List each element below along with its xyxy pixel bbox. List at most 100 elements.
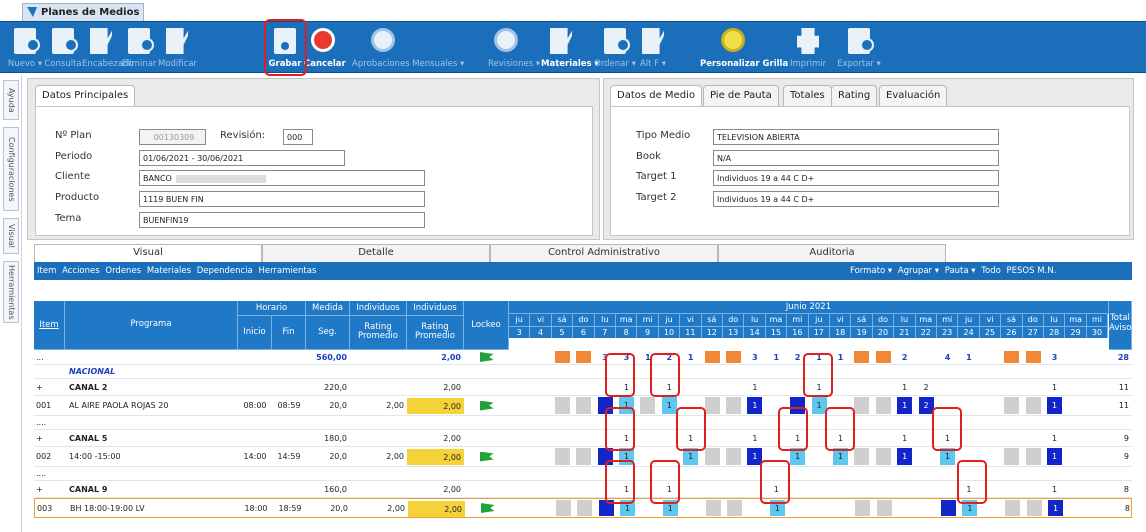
toolbar-button-altf[interactable]: Alt F ▾: [630, 22, 676, 74]
table-row[interactable]: + CANAL 5 180,0 2,00 1 1 1 1 1 1 1 1 9: [34, 430, 1132, 447]
day-cell[interactable]: 1: [966, 484, 972, 494]
day-number[interactable]: 4: [530, 326, 552, 338]
day-cell[interactable]: [876, 500, 892, 516]
day-cell[interactable]: 1: [645, 352, 651, 362]
col-fin[interactable]: Fin: [272, 316, 306, 350]
table-row[interactable]: 001 AL AIRE PAOLA ROJAS 20 08:00 08:59 20,0 2…: [34, 396, 1132, 416]
day-cell[interactable]: [554, 351, 570, 363]
table-row[interactable]: 002 14:00 -15:00 14:00 14:59 20,0 2,00 2,00 1 1 1…: [34, 447, 1132, 467]
producto-field[interactable]: 1119 BUEN FIN: [139, 191, 425, 207]
day-cell[interactable]: [640, 397, 656, 414]
tab-control-administrativo[interactable]: Control Administrativo: [490, 244, 718, 262]
day-cell[interactable]: [704, 351, 720, 363]
toolbar-button-ordenar[interactable]: Ordenar ▾: [594, 22, 636, 74]
day-number[interactable]: 27: [1022, 326, 1044, 338]
day-cell[interactable]: 1: [833, 448, 848, 465]
toolbar-button-materiales[interactable]: Materiales ▾: [541, 22, 599, 74]
day-cell[interactable]: [1025, 448, 1041, 465]
day-cell[interactable]: 3: [623, 352, 630, 362]
toolbar-button-exportar[interactable]: Exportar ▾: [836, 22, 882, 74]
day-cell[interactable]: 1: [902, 382, 908, 392]
day-number[interactable]: 11: [680, 326, 702, 338]
toolbar-button-nuevo[interactable]: Nuevo ▾: [6, 22, 44, 74]
day-cell[interactable]: 1: [752, 433, 758, 443]
day-cell[interactable]: 1: [688, 433, 694, 443]
day-cell[interactable]: [1025, 351, 1041, 363]
day-number[interactable]: 3: [509, 326, 531, 338]
day-cell[interactable]: 1: [620, 500, 635, 516]
day-cell[interactable]: 1: [837, 433, 844, 443]
day-cell[interactable]: 1: [962, 500, 978, 516]
day-cell[interactable]: 1: [902, 433, 908, 443]
table-row[interactable]: ....: [34, 467, 1132, 481]
day-number[interactable]: 19: [851, 326, 873, 338]
periodo-field[interactable]: 01/06/2021 - 30/06/2021: [139, 150, 345, 166]
day-cell[interactable]: 1: [966, 352, 972, 362]
day-cell[interactable]: 1: [897, 397, 913, 414]
day-number[interactable]: 22: [915, 326, 937, 338]
menu-todo[interactable]: Todo: [981, 266, 1001, 276]
day-cell[interactable]: [1004, 448, 1020, 465]
day-number[interactable]: 24: [958, 326, 980, 338]
side-tab-ayuda[interactable]: Ayuda: [3, 80, 19, 120]
toolbar-button-personalizargrilla[interactable]: Personalizar Grilla: [700, 22, 788, 74]
day-cell[interactable]: 4: [944, 352, 951, 362]
day-number[interactable]: 16: [787, 326, 809, 338]
tab-evaluacion[interactable]: Evaluación: [879, 85, 948, 106]
day-cell[interactable]: 1: [940, 448, 955, 465]
day-cell[interactable]: 2: [918, 397, 934, 414]
day-cell[interactable]: [598, 500, 614, 516]
day-number[interactable]: 21: [894, 326, 916, 338]
cliente-field[interactable]: BANCO: [139, 170, 425, 186]
day-cell[interactable]: 1: [795, 433, 801, 443]
day-cell[interactable]: [554, 448, 570, 465]
menu-materiales[interactable]: Materiales: [146, 266, 192, 276]
day-number[interactable]: 9: [637, 326, 659, 338]
day-cell[interactable]: 2: [901, 352, 908, 362]
toolbar-button-cancelar[interactable]: Cancelar: [304, 22, 346, 74]
tab-datos-principales[interactable]: Datos Principales: [35, 85, 136, 106]
day-cell[interactable]: 1: [944, 433, 951, 443]
tab-pie-de-pauta[interactable]: Pie de Pauta: [703, 85, 779, 106]
tab-visual[interactable]: Visual: [34, 244, 262, 262]
day-cell[interactable]: 3: [1051, 352, 1058, 362]
day-cell[interactable]: [1005, 500, 1021, 516]
tab-totales[interactable]: Totales: [783, 85, 832, 106]
day-cell[interactable]: [854, 448, 870, 465]
day-cell[interactable]: [576, 351, 592, 363]
day-cell[interactable]: [704, 397, 720, 414]
day-cell[interactable]: 1: [747, 448, 763, 465]
day-number[interactable]: 25: [979, 326, 1002, 338]
day-cell[interactable]: [576, 397, 592, 414]
toolbar-button-eliminar[interactable]: Eliminar: [120, 22, 158, 74]
col-rating-promedio-1[interactable]: Rating Promedio: [350, 316, 407, 350]
day-cell[interactable]: 1: [897, 448, 913, 465]
day-cell[interactable]: [1025, 397, 1041, 414]
table-row[interactable]: + CANAL 2 220,0 2,00 1 1 1 1 1 2 1 11: [34, 379, 1132, 396]
day-number[interactable]: 30: [1086, 326, 1109, 338]
day-cell[interactable]: [875, 351, 891, 363]
tab-rating[interactable]: Rating: [831, 85, 878, 106]
day-cell[interactable]: [726, 448, 741, 465]
col-lockeo[interactable]: Lockeo: [464, 301, 509, 350]
day-cell[interactable]: 2: [666, 352, 673, 362]
day-cell[interactable]: [726, 397, 741, 414]
flag-icon[interactable]: [479, 400, 494, 411]
revision-field[interactable]: 000: [283, 129, 313, 145]
window-title-tab[interactable]: Planes de Medios: [22, 3, 144, 21]
day-cell[interactable]: [1004, 397, 1020, 414]
day-number[interactable]: 13: [723, 326, 745, 338]
day-cell[interactable]: 1: [1047, 448, 1062, 465]
target1-field[interactable]: Individuos 19 a 44 C D+: [713, 170, 999, 186]
flag-icon[interactable]: [479, 451, 494, 462]
menu-acciones[interactable]: Acciones: [62, 266, 100, 276]
menu-pauta[interactable]: Pauta ▾: [944, 266, 976, 276]
day-cell[interactable]: [554, 397, 570, 414]
menu-formato[interactable]: Formato ▾: [850, 266, 893, 276]
toolbar-button-grabar[interactable]: Grabar: [266, 22, 304, 74]
side-tab-visual[interactable]: Visual: [3, 218, 19, 254]
day-number[interactable]: 12: [701, 326, 723, 338]
tipo-medio-field[interactable]: TELEVISION ABIERTA: [713, 129, 999, 145]
day-cell[interactable]: [704, 448, 720, 465]
tab-datos-de-medio[interactable]: Datos de Medio: [610, 85, 702, 106]
